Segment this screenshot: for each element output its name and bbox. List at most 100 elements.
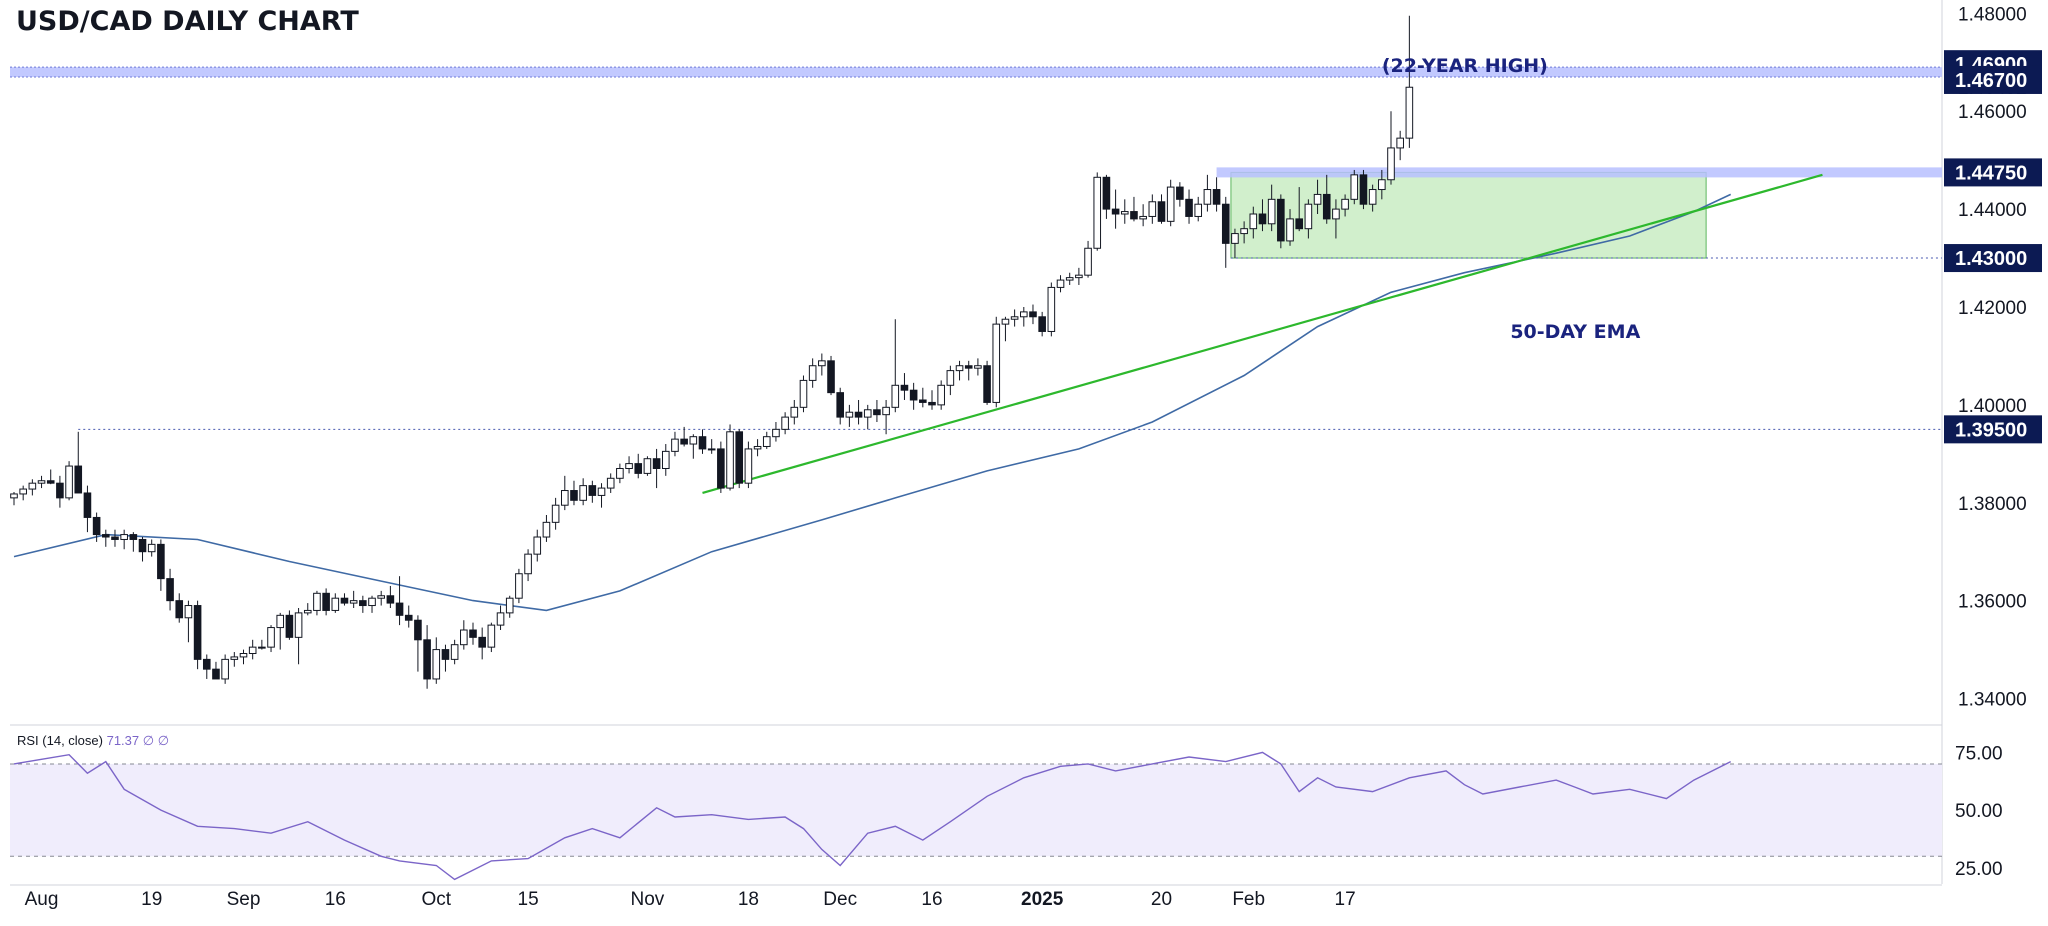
candle-body — [781, 416, 789, 430]
candle — [1102, 174, 1111, 219]
candle-body — [46, 480, 55, 484]
candle-body — [836, 392, 845, 418]
uptrend-line — [702, 173, 1823, 495]
candle — [1396, 130, 1404, 161]
price-tag-bg — [1944, 158, 2042, 187]
candle-body — [1120, 211, 1129, 215]
candle-body — [313, 592, 321, 611]
candle-body — [1084, 247, 1092, 276]
candle-body — [395, 602, 404, 616]
candle — [102, 529, 110, 547]
candle-body — [1341, 198, 1349, 210]
candle-body — [469, 629, 477, 638]
candle — [533, 529, 542, 562]
candle-body — [322, 592, 330, 611]
candle-body — [1130, 211, 1138, 220]
candle — [46, 469, 55, 485]
time-tick-label: 2025 — [1021, 889, 1064, 910]
candle-body — [184, 605, 193, 619]
time-tick-label: 18 — [738, 889, 759, 910]
candle-body — [193, 605, 202, 660]
candle — [349, 590, 358, 608]
candle-body — [1396, 137, 1404, 149]
candle — [689, 434, 698, 459]
candle-body — [1139, 215, 1147, 220]
candle-body — [515, 573, 523, 599]
candle — [1322, 174, 1331, 224]
candle — [1020, 306, 1028, 327]
candle-body — [359, 600, 367, 607]
candle-body — [212, 668, 220, 680]
candle — [561, 475, 569, 511]
candle-body — [1102, 176, 1111, 210]
candle — [570, 480, 578, 506]
candle-body — [707, 448, 716, 451]
candle — [239, 649, 248, 665]
candle — [1267, 184, 1276, 232]
candle — [303, 603, 312, 616]
candle — [845, 404, 854, 427]
annotation-50-day-ema: 50-DAY EMA — [1510, 321, 1640, 343]
candle — [1047, 282, 1056, 337]
candle — [524, 549, 532, 582]
candle-body — [10, 493, 18, 499]
candle-body — [74, 465, 83, 494]
candle-body — [744, 448, 753, 484]
candle-body — [157, 543, 165, 580]
candle — [1378, 169, 1386, 200]
candle — [1304, 199, 1313, 239]
price-tick-label: 1.34000 — [1958, 690, 2027, 711]
candle — [1001, 316, 1010, 342]
candle — [542, 514, 551, 542]
candle — [1093, 172, 1102, 251]
candle-body — [772, 428, 780, 438]
candle — [129, 532, 138, 552]
candle-body — [1001, 318, 1010, 325]
candle — [1157, 194, 1166, 224]
candle-body — [1332, 208, 1340, 220]
candle-body — [1304, 203, 1313, 230]
candle — [790, 399, 799, 425]
candle — [202, 654, 211, 679]
candle-body — [561, 490, 569, 506]
candle-body — [83, 492, 92, 518]
candle — [735, 429, 744, 489]
candle — [487, 622, 496, 653]
candle-body — [983, 365, 991, 403]
candle — [377, 590, 385, 606]
candle — [359, 595, 367, 613]
candle-body — [726, 431, 734, 489]
candle — [1176, 182, 1184, 207]
candle-body — [1359, 174, 1368, 205]
candle-body — [340, 597, 349, 604]
price-tag-bg — [1944, 415, 2042, 444]
candle — [616, 463, 624, 484]
candle — [56, 475, 64, 508]
candle-body — [258, 646, 266, 649]
candle — [597, 483, 606, 508]
candle-body — [19, 488, 27, 495]
price-tick-label: 1.44000 — [1958, 200, 2027, 221]
candle-body — [450, 644, 459, 660]
candle-body — [1221, 203, 1230, 244]
price-tick-label: 1.40000 — [1958, 396, 2027, 417]
candle — [744, 441, 753, 489]
candle — [909, 382, 918, 410]
candle — [753, 439, 762, 457]
candle — [1203, 174, 1212, 212]
time-tick-label: Nov — [631, 889, 665, 910]
candle — [680, 426, 688, 447]
candle-body — [661, 450, 670, 470]
candle — [1387, 111, 1395, 185]
candle — [671, 431, 679, 457]
candle-body — [634, 463, 643, 474]
candle — [707, 439, 716, 454]
candle — [19, 485, 27, 501]
time-tick-label: 17 — [1335, 889, 1356, 910]
candle — [1029, 304, 1037, 325]
candle-body — [680, 438, 688, 445]
candle-body — [900, 384, 909, 391]
candle — [762, 431, 771, 449]
